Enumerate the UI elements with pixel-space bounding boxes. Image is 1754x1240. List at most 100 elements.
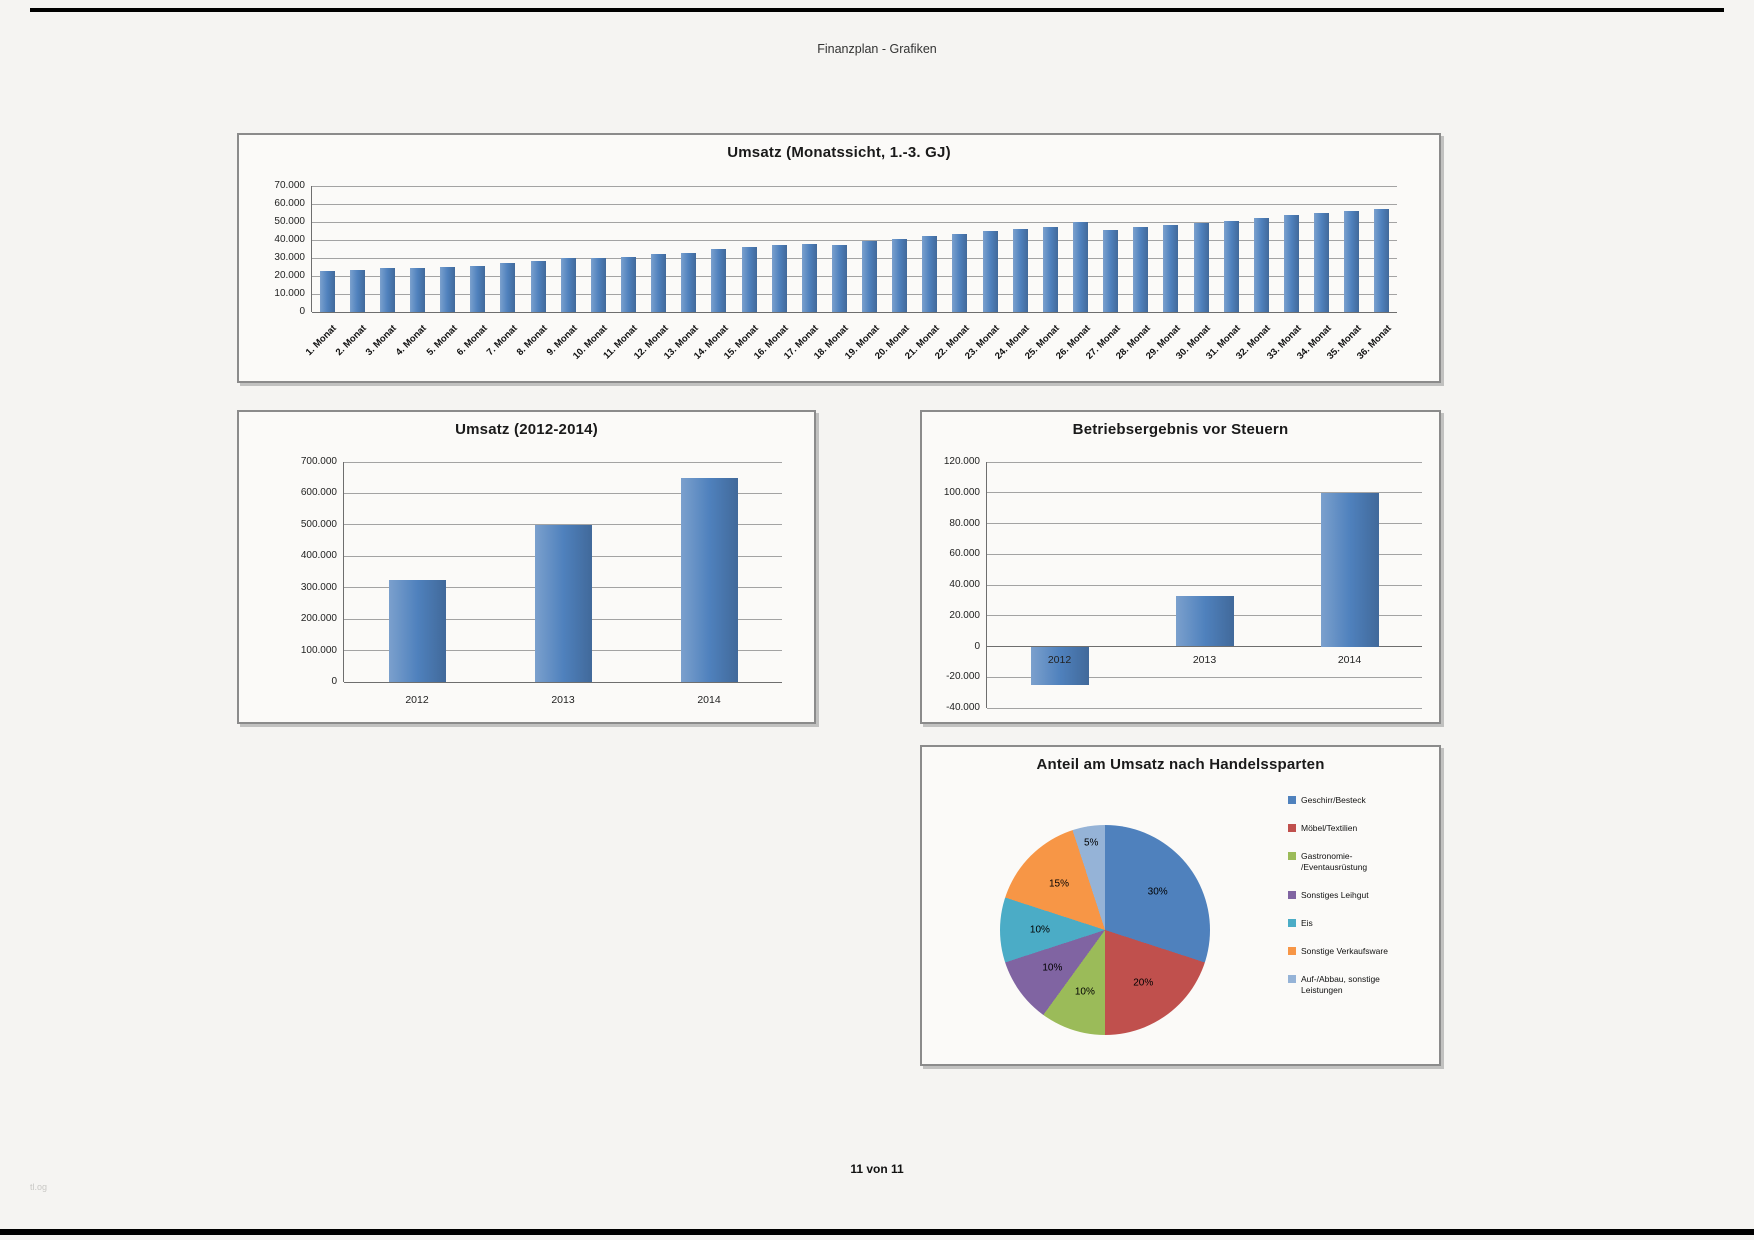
gridline	[312, 185, 1397, 187]
legend-item: Eis	[1288, 918, 1430, 929]
y-axis-label: 0	[974, 640, 980, 652]
pie-slice-label: 5%	[1083, 837, 1099, 849]
legend-swatch-icon	[1288, 891, 1296, 900]
bar-32-Monat	[1253, 218, 1269, 312]
y-axis-line	[343, 462, 344, 682]
gridline	[312, 239, 1397, 241]
gridline	[987, 707, 1422, 709]
bar-26-Monat	[1073, 222, 1089, 312]
gridline	[987, 492, 1422, 494]
gridline	[987, 676, 1422, 678]
bar-3-Monat	[379, 267, 395, 312]
bar-2014	[1320, 492, 1379, 647]
plot-area: -40.000 -20.000 0 20.000 40.000 60.000 80.000 1…	[944, 456, 1422, 713]
y-axis-label: 30.000	[274, 252, 305, 263]
x-axis-label: 2013	[551, 694, 575, 706]
y-axis-label: 0	[299, 306, 305, 317]
gridline	[344, 461, 782, 463]
y-axis-label: 60.000	[949, 548, 980, 560]
chart-title: Anteil am Umsatz nach Handelssparten	[1036, 756, 1325, 773]
gridline	[312, 311, 1397, 313]
y-axis-label: 80.000	[949, 517, 980, 529]
y-axis-label: 20.000	[274, 270, 305, 281]
bar-33-Monat	[1284, 214, 1299, 312]
x-axis-label-text: 7. Monat	[484, 323, 520, 359]
x-axis-label: 2013	[1192, 653, 1217, 666]
legend-item: Geschirr/Besteck	[1288, 795, 1430, 806]
legend-label: Möbel/Textilien	[1301, 823, 1358, 834]
x-axis-label-text: 8. Monat	[514, 323, 550, 359]
y-axis-label: 50.000	[274, 216, 305, 227]
y-axis-label: 100.000	[943, 486, 980, 498]
x-axis-label-text: 2. Monat	[333, 323, 369, 359]
bar-5-Monat	[440, 267, 456, 312]
x-axis-label-text: 3. Monat	[364, 323, 400, 359]
y-axis-label: 500.000	[300, 518, 337, 530]
bar-30-Monat	[1193, 222, 1209, 312]
bar-10-Monat	[590, 258, 606, 312]
y-axis-line	[311, 186, 312, 312]
bar-18-Monat	[831, 244, 847, 312]
legend-item: Möbel/Textilien	[1288, 823, 1430, 834]
y-axis-label: 200.000	[300, 613, 337, 625]
gridline	[987, 461, 1422, 463]
pie-slice-label: 20%	[1133, 977, 1154, 989]
legend-item: Sonstige Verkaufsware	[1288, 946, 1430, 957]
x-axis-label: 2012	[1047, 653, 1072, 666]
gridline	[312, 221, 1397, 223]
y-axis-label: 70.000	[274, 180, 305, 191]
chart-umsatz-monatssicht: Umsatz (Monatssicht, 1.-3. GJ) 0 10.000 20…	[237, 133, 1441, 383]
y-axis-label: 400.000	[300, 550, 337, 562]
bar-8-Monat	[530, 260, 546, 312]
y-axis-label: 600.000	[300, 487, 337, 499]
bottom-rule	[0, 1229, 1754, 1235]
bar-15-Monat	[741, 247, 757, 312]
bar-17-Monat	[801, 243, 817, 312]
chart-betriebsergebnis: Betriebsergebnis vor Steuern -40.000 -20.…	[920, 410, 1441, 724]
plot-area: 0 10.000 20.000 30.000 40.000 50.000 60.000 70.…	[274, 180, 1397, 362]
page-header-title: Finanzplan - Grafiken	[817, 42, 937, 56]
x-axis-label: 2014	[697, 694, 721, 706]
gridline	[987, 523, 1422, 524]
y-axis-label: -40.000	[946, 702, 980, 713]
bar-6-Monat	[470, 266, 486, 312]
bar-35-Monat	[1344, 211, 1360, 312]
bar-20-Monat	[892, 239, 908, 312]
gridline	[987, 646, 1422, 647]
y-axis-label: 40.000	[949, 579, 980, 590]
chart-handelssparten-pie: Anteil am Umsatz nach Handelssparten 30%…	[920, 745, 1441, 1066]
bar-2014	[680, 477, 738, 682]
legend-label: Auf-/Abbau, sonstige Leistungen	[1301, 974, 1380, 996]
y-axis-label: 20.000	[949, 609, 980, 621]
page-number: 11 von 11	[850, 1162, 904, 1176]
bar-24-Monat	[1012, 229, 1028, 312]
bar-25-Monat	[1042, 227, 1058, 312]
bar-31-Monat	[1223, 221, 1239, 312]
bar-9-Monat	[560, 258, 576, 312]
legend-item: Sonstiges Leihgut	[1288, 890, 1430, 901]
legend-swatch-icon	[1288, 947, 1296, 956]
legend-swatch-icon	[1288, 796, 1296, 804]
y-axis-label: 10.000	[274, 288, 305, 299]
legend-swatch-icon	[1288, 975, 1296, 984]
bar-27-Monat	[1103, 230, 1119, 312]
pie-legend: Geschirr/Besteck Möbel/Textilien Gastronom…	[1288, 795, 1430, 996]
gridline	[987, 584, 1422, 586]
watermark: tl.og	[30, 1182, 48, 1192]
pie-slice-label: 10%	[1042, 962, 1063, 974]
gridline	[312, 257, 1397, 259]
pie-slice-label: 15%	[1048, 878, 1069, 890]
gridline	[312, 203, 1397, 205]
y-axis-label: 300.000	[300, 581, 337, 593]
pie-slice-label: 10%	[1029, 924, 1050, 936]
bar-14-Monat	[711, 249, 727, 312]
pie-slice-label: 10%	[1074, 986, 1095, 998]
x-axis-label-text: 1. Monat	[303, 323, 339, 359]
legend-label: Eis	[1301, 918, 1313, 929]
y-axis-line	[986, 462, 987, 708]
chart-title: Umsatz (Monatssicht, 1.-3. GJ)	[727, 144, 951, 161]
y-axis-label: 40.000	[274, 234, 305, 245]
x-axis-label-text: 6. Monat	[454, 323, 490, 359]
bar-16-Monat	[771, 245, 787, 312]
y-axis-label: 120.000	[943, 456, 980, 467]
